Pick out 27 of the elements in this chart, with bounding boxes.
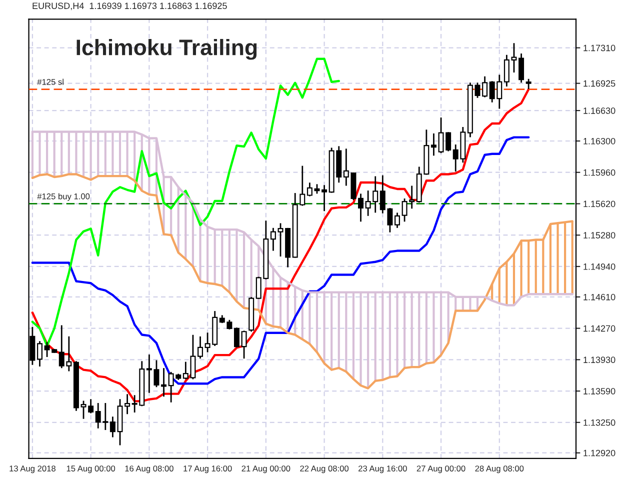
y-tick-label: 1.14610 [584,294,616,300]
y-tick-label: 1.16300 [584,138,616,144]
y-tick-label: 1.12920 [584,450,616,456]
y-tick-label: 1.17310 [584,44,616,52]
y-tick-label: 1.15280 [584,232,616,238]
text: EURUSD,H4 1.16939 1.16973 1.16863 1.16925 [32,2,227,10]
x-tick-label: 13 Aug 2018 [10,466,56,474]
y-tick-label: 1.16925 [584,80,616,87]
text: Ichimoku Trailing [76,38,257,60]
x-tick-label: 16 Aug 08:00 [125,466,174,474]
y-tick-label: 1.14270 [584,325,616,332]
y-tick-label: 1.15960 [584,169,616,176]
x-tick-label: 23 Aug 16:00 [358,466,407,474]
x-tick-label: 17 Aug 16:00 [184,466,232,474]
x-tick-label: 15 Aug 00:00 [66,466,116,474]
ref-line-label: #125 sl [37,78,64,85]
x-tick-label: 28 Aug 08:00 [475,466,524,474]
y-tick-label: 1.13250 [584,419,616,426]
x-tick-label: 27 Aug 00:00 [416,466,466,474]
y-tick-label: 1.15620 [584,200,616,208]
y-tick-label: 1.16630 [584,108,616,114]
x-tick-label: 22 Aug 08:00 [300,466,349,474]
y-tick-label: 1.13590 [584,388,616,394]
ref-line-label: #125 buy 1.00 [37,193,90,201]
x-tick-label: 21 Aug 00:00 [242,466,290,474]
y-tick-label: 1.13930 [584,356,616,364]
y-tick-label: 1.14940 [584,263,616,270]
